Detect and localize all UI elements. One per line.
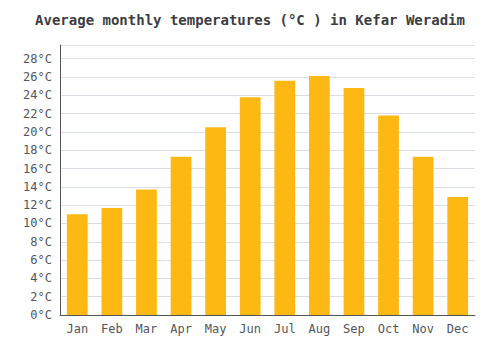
svg-text:Aug: Aug <box>309 322 331 336</box>
svg-text:Jan: Jan <box>66 322 88 336</box>
svg-text:28°C: 28°C <box>23 52 52 66</box>
svg-text:4°C: 4°C <box>30 271 52 285</box>
svg-text:18°C: 18°C <box>23 143 52 157</box>
svg-text:Apr: Apr <box>170 322 192 336</box>
svg-text:6°C: 6°C <box>30 253 52 267</box>
svg-text:Oct: Oct <box>378 322 400 336</box>
svg-text:24°C: 24°C <box>23 88 52 102</box>
svg-text:26°C: 26°C <box>23 70 52 84</box>
svg-text:2°C: 2°C <box>30 290 52 304</box>
svg-text:12°C: 12°C <box>23 198 52 212</box>
svg-text:Average monthly temperatures (: Average monthly temperatures (°C ) in Ke… <box>35 12 465 28</box>
svg-text:8°C: 8°C <box>30 235 52 249</box>
svg-text:22°C: 22°C <box>23 107 52 121</box>
svg-text:Mar: Mar <box>136 322 158 336</box>
svg-text:May: May <box>205 322 227 336</box>
svg-text:0°C: 0°C <box>30 308 52 322</box>
svg-text:14°C: 14°C <box>23 180 52 194</box>
svg-text:Feb: Feb <box>101 322 123 336</box>
svg-text:Dec: Dec <box>447 322 469 336</box>
svg-text:Sep: Sep <box>343 322 365 336</box>
svg-text:10°C: 10°C <box>23 216 52 230</box>
svg-text:Nov: Nov <box>412 322 434 336</box>
svg-text:16°C: 16°C <box>23 162 52 176</box>
svg-text:Jun: Jun <box>239 322 261 336</box>
svg-text:Jul: Jul <box>274 322 296 336</box>
svg-text:20°C: 20°C <box>23 125 52 139</box>
